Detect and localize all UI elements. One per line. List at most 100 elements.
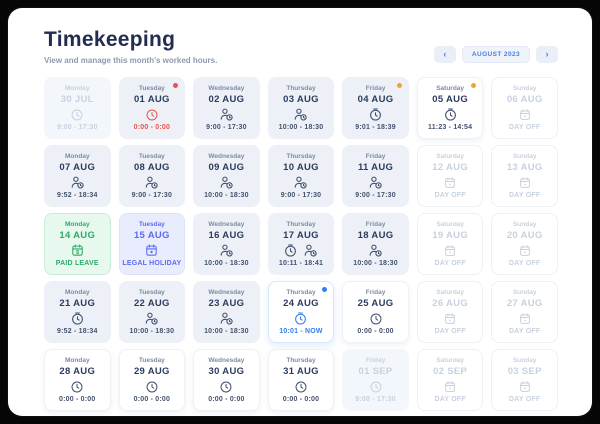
day-icons [367,243,384,259]
day-card[interactable]: Saturday 05 AUG 11:23 - 14:54 [416,77,484,139]
day-name: Friday [365,85,386,92]
day-date: 10 AUG [283,162,319,174]
day-card[interactable]: Monday 07 AUG 9:52 - 18:34 [44,145,111,207]
day-date: 04 AUG [357,94,394,106]
day-card[interactable]: Sunday 13 AUG DAY OFF [491,145,558,207]
day-card[interactable]: Thursday 24 AUG 10:01 - NOW [267,281,335,343]
day-card[interactable]: Wednesday 02 AUG 9:00 - 17:30 [193,77,260,139]
prev-month-button[interactable]: ‹ [433,46,456,63]
day-card[interactable]: Saturday 12 AUG DAY OFF [416,145,484,207]
day-icons [70,107,84,123]
day-card[interactable]: Wednesday 30 AUG 0:00 - 0:00 [193,349,260,411]
day-name: Monday [65,357,90,364]
day-card[interactable]: Saturday 19 AUG DAY OFF [416,213,484,275]
timekeeping-panel: Timekeeping View and manage this month's… [8,8,592,416]
day-card[interactable]: Tuesday 01 AUG 0:00 - 0:00 [118,77,186,139]
day-card[interactable]: Monday 14 AUG $ PAID LEAVE [44,213,111,275]
day-name: Sunday [512,153,537,160]
day-card[interactable]: Monday 28 AUG 0:00 - 0:00 [44,349,111,411]
month-label[interactable]: AUGUST 2023 [461,46,530,63]
day-time: 9:00 - 17:30 [206,123,247,131]
day-time: 9:01 - 18:39 [355,123,396,131]
day-card[interactable]: Friday 11 AUG 9:00 - 17:30 [342,145,409,207]
day-date: 23 AUG [208,298,245,310]
day-date: 30 AUG [208,366,245,378]
day-card[interactable]: Tuesday 22 AUG 10:00 - 18:30 [118,281,186,343]
day-date: 30 JUL [60,94,94,106]
calendar-icon [443,244,457,258]
day-name: Monday [65,289,90,296]
day-card[interactable]: Friday 25 AUG 0:00 - 0:00 [342,281,409,343]
day-card[interactable]: Sunday 20 AUG DAY OFF [491,213,558,275]
next-month-button[interactable]: › [536,46,558,63]
day-card[interactable]: Friday 04 AUG 9:01 - 18:39 [342,77,409,139]
day-card[interactable]: Sunday 06 AUG DAY OFF [491,77,558,139]
day-card[interactable]: Thursday 17 AUG 10:11 - 18:41 [267,213,335,275]
day-icons [518,107,532,123]
person-clock-icon [292,175,309,190]
day-date: 01 SEP [358,366,393,378]
day-date: 03 AUG [283,94,319,106]
day-card[interactable]: Wednesday 09 AUG 10:00 - 18:30 [193,145,260,207]
day-card[interactable]: Sunday 03 SEP DAY OFF [491,349,558,411]
day-card[interactable]: Wednesday 23 AUG 10:00 - 18:30 [193,281,260,343]
day-date: 02 SEP [433,366,468,378]
day-card[interactable]: Thursday 31 AUG 0:00 - 0:00 [267,349,335,411]
day-time: DAY OFF [509,327,541,335]
day-icons [518,311,532,327]
day-name: Saturday [436,289,465,296]
day-date: 07 AUG [59,162,96,174]
day-card[interactable]: Monday 21 AUG 9:52 - 18:34 [44,281,111,343]
clock-icon [369,380,383,394]
calendar-icon [443,312,457,326]
person-clock-icon [367,175,384,190]
day-name: Friday [365,289,386,296]
day-card[interactable]: Wednesday 16 AUG 10:00 - 18:30 [193,213,260,275]
day-card[interactable]: Friday 01 SEP 9:00 - 17:30 [342,349,409,411]
page-title: Timekeeping [44,28,176,51]
person-clock-icon [218,175,235,190]
day-icons [367,175,384,191]
day-name: Tuesday [138,85,165,92]
day-card[interactable]: Thursday 10 AUG 9:00 - 17:30 [267,145,335,207]
day-time: 0:00 - 0:00 [357,327,394,335]
day-card[interactable]: Thursday 03 AUG 10:00 - 18:30 [267,77,335,139]
day-card[interactable]: Monday 30 JUL 9:00 - 17:30 [44,77,111,139]
day-card[interactable]: Tuesday 08 AUG 9:00 - 17:30 [118,145,186,207]
day-card[interactable]: Tuesday 15 AUG LEGAL HOLIDAY [118,213,186,275]
day-icons [443,243,457,259]
day-date: 28 AUG [59,366,96,378]
day-card[interactable]: Saturday 26 AUG DAY OFF [416,281,484,343]
day-date: 18 AUG [357,230,394,242]
day-name: Wednesday [208,357,245,364]
day-icons [443,311,457,327]
stopwatch-icon [283,243,298,258]
day-name: Thursday [286,357,316,364]
clock-icon [145,380,159,394]
calendar-icon [443,380,457,394]
status-dot [173,83,179,88]
day-name: Sunday [512,85,537,92]
day-icons [518,243,532,259]
day-card[interactable]: Saturday 02 SEP DAY OFF [416,349,484,411]
day-time: 9:52 - 18:34 [57,191,98,199]
day-date: 11 AUG [357,162,394,174]
day-date: 26 AUG [432,298,469,310]
day-date: 19 AUG [432,230,469,242]
day-name: Thursday [286,221,316,228]
header: Timekeeping View and manage this month's… [8,8,592,73]
day-card[interactable]: Friday 18 AUG 10:00 - 18:30 [342,213,409,275]
day-time: 0:00 - 0:00 [133,395,171,403]
day-time: 9:00 - 17:30 [355,395,396,403]
day-card[interactable]: Sunday 27 AUG DAY OFF [491,281,558,343]
day-date: 09 AUG [208,162,245,174]
day-time: 0:00 - 0:00 [282,395,320,403]
day-name: Friday [365,357,386,364]
day-icons: $ [70,243,85,259]
day-date: 06 AUG [506,94,543,106]
day-name: Tuesday [138,221,165,228]
person-clock-icon [302,243,319,258]
day-card[interactable]: Tuesday 29 AUG 0:00 - 0:00 [118,349,186,411]
day-date: 05 AUG [432,94,469,106]
status-dot [471,83,477,88]
